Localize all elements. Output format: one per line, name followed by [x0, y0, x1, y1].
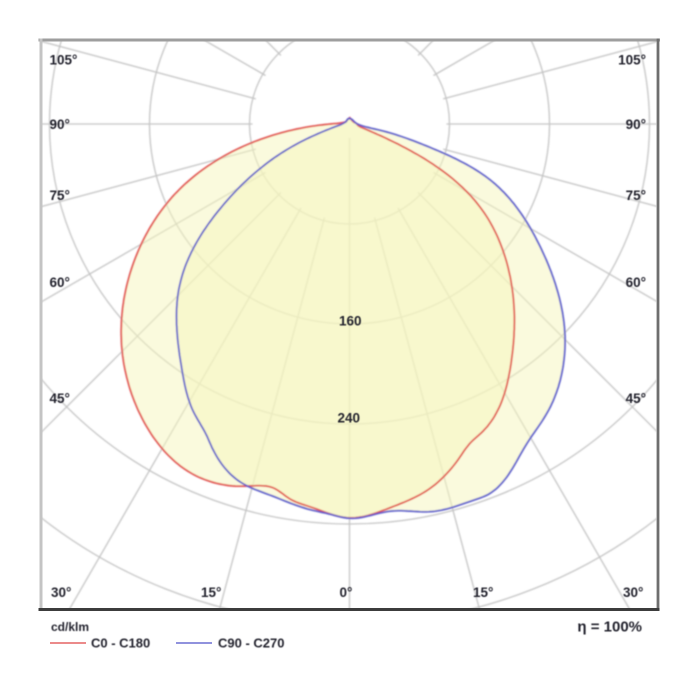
svg-text:45°: 45°: [50, 391, 70, 406]
svg-text:60°: 60°: [626, 275, 646, 290]
svg-text:cd/klm: cd/klm: [51, 620, 89, 634]
svg-text:η = 100%: η = 100%: [577, 619, 642, 636]
svg-text:15°: 15°: [473, 585, 493, 600]
svg-text:90°: 90°: [626, 117, 646, 132]
svg-text:C90 - C270: C90 - C270: [218, 636, 284, 651]
svg-text:75°: 75°: [626, 188, 646, 203]
svg-text:30°: 30°: [623, 585, 643, 600]
svg-text:60°: 60°: [50, 275, 70, 290]
svg-text:105°: 105°: [618, 53, 646, 68]
svg-text:240: 240: [338, 411, 361, 426]
svg-text:15°: 15°: [201, 585, 221, 600]
svg-text:75°: 75°: [50, 188, 70, 203]
svg-text:45°: 45°: [626, 391, 646, 406]
svg-text:C0 - C180: C0 - C180: [91, 636, 150, 651]
svg-text:105°: 105°: [50, 53, 78, 68]
svg-text:0°: 0°: [340, 585, 353, 600]
svg-text:30°: 30°: [51, 585, 71, 600]
svg-text:160: 160: [339, 314, 362, 329]
svg-text:90°: 90°: [50, 117, 70, 132]
